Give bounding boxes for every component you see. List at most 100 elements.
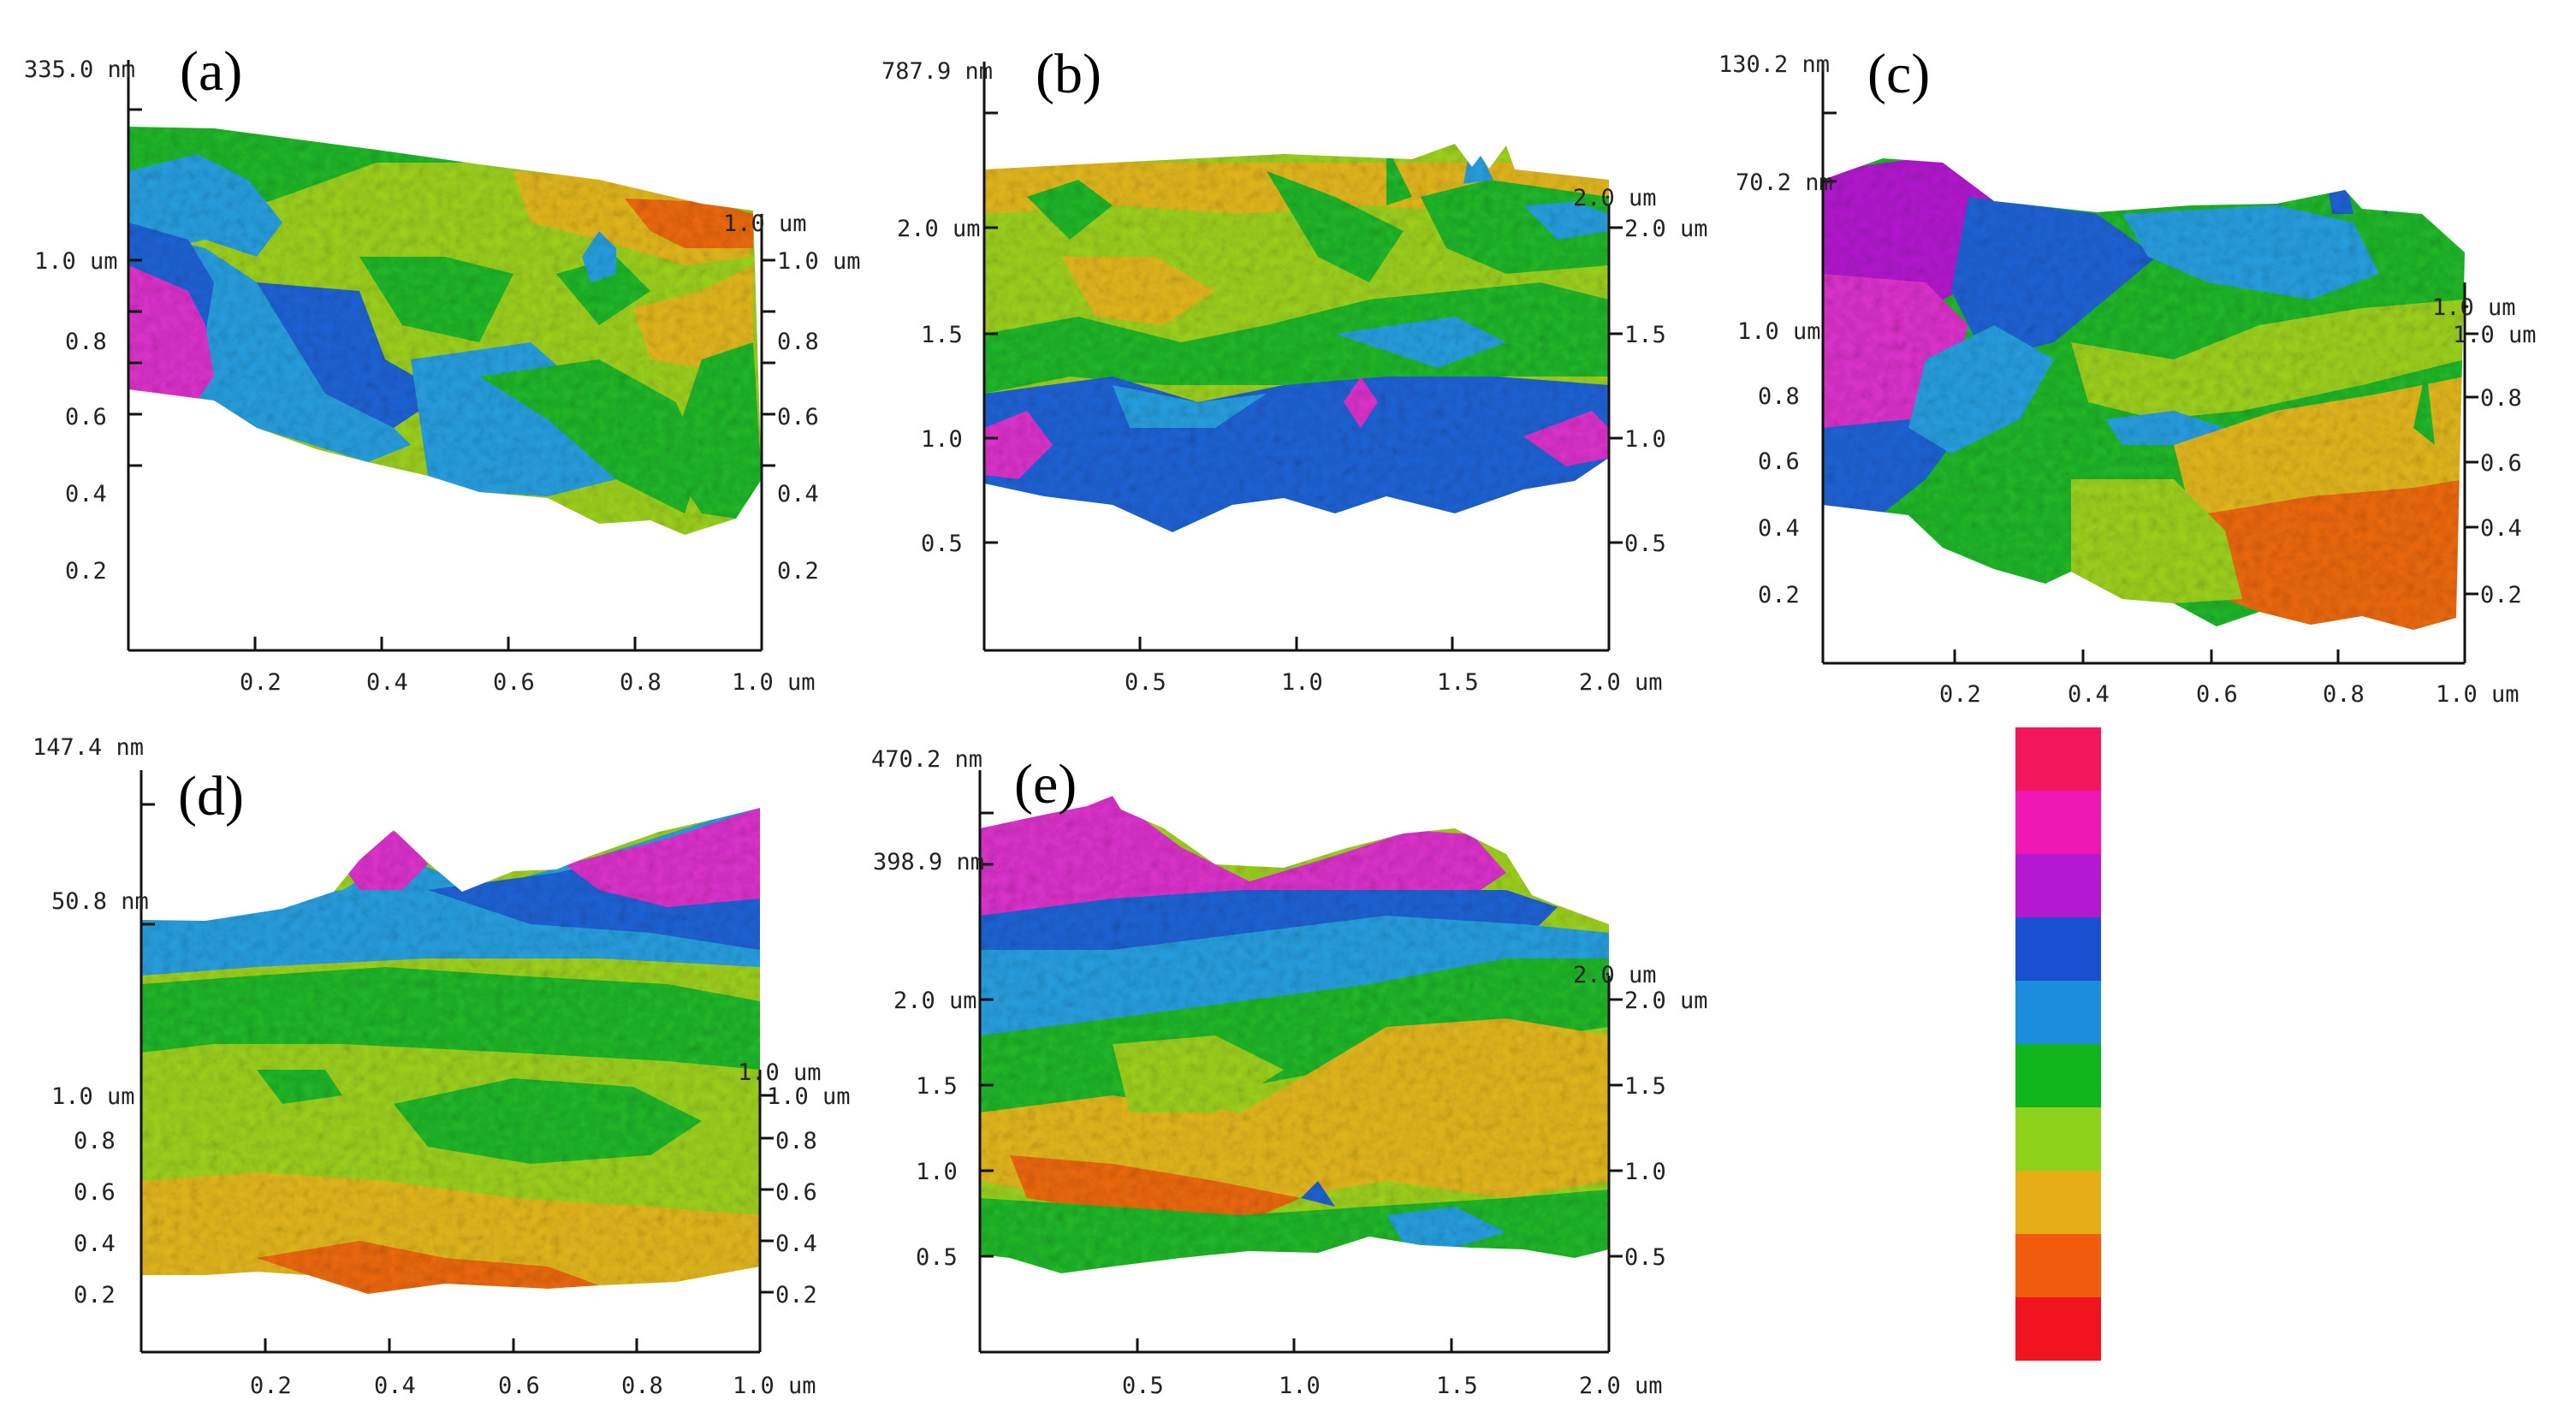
panel-c-y-unit: 1.0 um — [2432, 294, 2516, 321]
panel-c-x-tick: 1.0 um — [2436, 681, 2520, 708]
panel-b-yr-tick: 1.0 — [1624, 426, 1666, 453]
panel-b-z-max: 787.9 nm — [881, 58, 993, 85]
panel-c-yr-tick: 0.6 — [2480, 450, 2522, 477]
color-scale-swatch — [2015, 981, 2101, 1044]
panel-e-yr-tick: 2.0 um — [1624, 988, 1708, 1014]
panel-c-x-tick: 0.2 — [1939, 681, 1981, 708]
panel-e-yl-tick: 1.0 — [916, 1159, 958, 1185]
panel-d-z-max: 147.4 nm — [33, 734, 144, 761]
panel-d-label: (d) — [178, 765, 244, 828]
panel-d-yr-tick: 0.2 — [775, 1282, 817, 1308]
panel-d-yl-tick: 0.8 — [74, 1128, 116, 1154]
panel-c-surface — [1823, 158, 2465, 630]
panel-b-yr-tick: 1.5 — [1624, 322, 1666, 348]
panel-e: (e) 470.2 nm 398.9 nm 2.0 um 2.0 um 1.5 … — [871, 746, 1708, 1399]
panel-b: (b) 787.9 nm 2.0 um 2.0 um 1.5 1.0 0.5 2… — [881, 43, 1708, 696]
panel-e-z-max: 470.2 nm — [871, 746, 982, 773]
panel-e-x-tick: 0.5 — [1122, 1373, 1164, 1399]
panel-a: (a) 335.0 nm 1.0 um 1.0 um 0.8 0.6 0.4 0… — [24, 40, 861, 696]
panel-d-y-unit: 1.0 um — [738, 1059, 822, 1086]
panel-e-yl-tick: 0.5 — [916, 1244, 958, 1271]
panel-b-yl-tick: 1.5 — [921, 322, 963, 348]
panel-c-yl-tick: 0.2 — [1758, 582, 1800, 608]
panel-e-x-tick: 1.5 — [1436, 1373, 1478, 1399]
panel-d-yr-tick: 1.0 um — [767, 1083, 851, 1110]
panel-d-x-tick: 0.4 — [374, 1373, 416, 1399]
panel-e-yr-tick: 1.0 — [1624, 1159, 1666, 1185]
panel-b-x-tick: 1.5 — [1437, 669, 1479, 696]
panel-d-yl-tick: 0.6 — [74, 1179, 116, 1206]
panel-c-label: (c) — [1867, 43, 1930, 105]
panel-e-z-mid: 398.9 nm — [873, 849, 984, 875]
panel-c-yr-tick: 0.8 — [2480, 385, 2522, 412]
panel-a-surface — [128, 127, 762, 535]
panel-b-y-unit: 2.0 um — [1573, 185, 1657, 211]
panel-b-yr-tick: 2.0 um — [1624, 216, 1708, 242]
panel-d-x-tick: 0.8 — [621, 1373, 663, 1399]
panel-e-surface — [980, 796, 1609, 1273]
panel-a-yr-tick: 0.2 — [777, 558, 819, 584]
panel-a-yl-tick: 1.0 um — [34, 248, 118, 275]
panel-d-yr-tick: 0.8 — [775, 1128, 817, 1154]
panel-c-x-tick: 0.4 — [2068, 681, 2110, 708]
panel-d-yl-tick: 0.2 — [74, 1282, 116, 1308]
panel-a-yr-tick: 1.0 um — [777, 248, 861, 275]
panel-a-yl-tick: 0.6 — [65, 404, 107, 430]
panel-d-x-tick: 0.2 — [250, 1373, 292, 1399]
panel-c-yl-tick: 0.4 — [1758, 515, 1800, 542]
panel-a-yl-tick: 0.8 — [65, 329, 107, 355]
panel-b-surface — [984, 144, 1609, 532]
panel-b-x-tick: 0.5 — [1125, 669, 1166, 696]
panel-a-x-tick: 0.8 — [620, 669, 662, 696]
color-scale-swatch — [2015, 1234, 2101, 1297]
panel-e-x-tick: 2.0 um — [1579, 1373, 1663, 1399]
panel-c-z-max: 130.2 nm — [1718, 51, 1830, 78]
panel-d-x-tick: 0.6 — [498, 1373, 540, 1399]
panel-a-z-max: 335.0 nm — [24, 56, 135, 83]
panel-d-yr-tick: 0.4 — [775, 1231, 817, 1257]
color-scale-swatch — [2015, 1044, 2101, 1107]
panel-b-yr-tick: 0.5 — [1624, 531, 1666, 557]
panel-c-x-tick: 0.8 — [2323, 681, 2365, 708]
color-scale-swatch — [2015, 1107, 2101, 1171]
panel-d: (d) 147.4 nm 50.8 nm 1.0 um 1.0 um 0.8 0… — [33, 734, 851, 1399]
panel-e-yl-tick: 1.5 — [916, 1073, 958, 1100]
panel-c-yr-tick: 0.4 — [2480, 515, 2522, 542]
panel-a-yl-tick: 0.2 — [65, 558, 107, 584]
panel-a-yr-tick: 0.8 — [777, 329, 819, 355]
panel-a-yr-tick: 0.4 — [777, 481, 819, 507]
panel-c-yl-tick: 0.8 — [1758, 383, 1800, 410]
panel-c-x-tick: 0.6 — [2196, 681, 2238, 708]
panel-c-yl-tick: 0.6 — [1758, 448, 1800, 475]
panel-d-z-mid: 50.8 nm — [51, 888, 149, 915]
color-scale-swatch — [2015, 791, 2101, 854]
panel-e-label: (e) — [1014, 753, 1077, 816]
panel-a-y-unit: 1.0 um — [723, 211, 807, 237]
panel-a-x-tick: 0.4 — [366, 669, 408, 696]
panel-d-x-tick: 1.0 um — [733, 1373, 816, 1399]
panel-b-yl-tick: 1.0 — [921, 426, 963, 453]
color-scale-swatch — [2015, 727, 2101, 791]
panel-c-yr-tick: 1.0 um — [2453, 322, 2537, 348]
panel-a-x-tick: 1.0 um — [732, 669, 816, 696]
panel-c: (c) 130.2 nm 70.2 nm 1.0 um 1.0 um 0.8 0… — [1718, 43, 2537, 708]
panel-a-x-tick: 0.6 — [493, 669, 535, 696]
panel-a-yr-tick: 0.6 — [777, 404, 819, 430]
panel-e-yr-tick: 1.5 — [1624, 1073, 1666, 1100]
panel-d-yl-tick: 0.4 — [74, 1231, 116, 1257]
color-scale-swatch — [2015, 917, 2101, 981]
panel-b-label: (b) — [1036, 43, 1101, 105]
color-scale-swatch — [2015, 1171, 2101, 1234]
panel-b-x-tick: 1.0 — [1281, 669, 1323, 696]
panel-e-y-unit: 2.0 um — [1573, 962, 1657, 988]
panel-e-yr-tick: 0.5 — [1624, 1244, 1666, 1271]
panel-d-surface — [141, 808, 760, 1294]
panel-b-yl-tick: 0.5 — [921, 531, 963, 557]
panel-b-x-tick: 2.0 um — [1579, 669, 1663, 696]
height-color-scale — [2015, 727, 2101, 1361]
panel-c-yr-tick: 0.2 — [2480, 582, 2522, 608]
panel-d-yl-tick: 1.0 um — [51, 1083, 135, 1110]
color-scale-swatch — [2015, 854, 2101, 917]
panel-a-yl-tick: 0.4 — [65, 481, 107, 507]
